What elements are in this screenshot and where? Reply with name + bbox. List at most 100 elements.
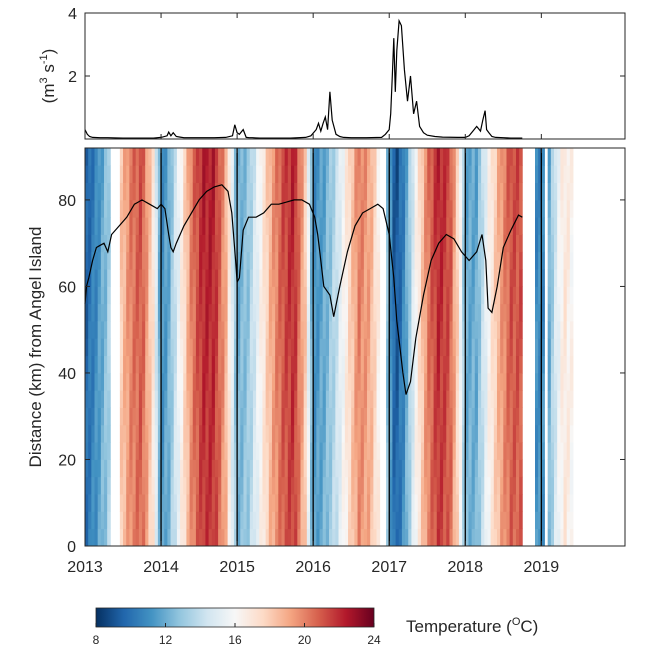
heatmap-cell: [142, 321, 146, 339]
heatmap-cell: [344, 476, 349, 495]
heatmap-cell: [294, 234, 298, 253]
heatmap-cell: [477, 269, 482, 287]
heatmap-cell: [192, 303, 197, 322]
heatmap-cell: [338, 407, 343, 426]
heatmap-cell: [455, 148, 460, 166]
heatmap-cell: [208, 286, 213, 305]
heatmap-cell: [205, 494, 209, 512]
heatmap-cell: [173, 303, 178, 322]
heatmap-cell: [85, 494, 89, 512]
heatmap-cell: [373, 217, 377, 235]
heatmap-cell: [496, 251, 501, 270]
heatmap-cell: [332, 217, 336, 235]
heatmap-cell: [218, 407, 222, 426]
heatmap-cell: [275, 286, 279, 305]
heatmap-cell: [439, 251, 444, 270]
heatmap-cell: [300, 251, 305, 270]
heatmap-cell: [183, 234, 187, 253]
heatmap-cell: [500, 355, 504, 374]
heatmap-cell: [230, 476, 235, 495]
heatmap-cell: [262, 338, 267, 357]
heatmap-cell: [477, 303, 482, 322]
heatmap-cell: [268, 407, 273, 426]
heatmap-cell: [389, 234, 393, 253]
heatmap-cell: [515, 182, 520, 201]
heatmap-cell: [569, 476, 574, 495]
heatmap-cell: [243, 338, 248, 357]
heatmap-cell: [233, 407, 238, 426]
heatmap-cell: [148, 424, 152, 443]
heatmap-cell: [515, 494, 520, 512]
heatmap-cell: [132, 390, 137, 408]
heatmap-cell: [218, 199, 222, 218]
heatmap-cell: [341, 407, 346, 426]
heatmap-cell: [173, 148, 178, 166]
heatmap-cell: [233, 442, 238, 460]
heatmap-cell: [515, 269, 520, 287]
heatmap-cell: [351, 165, 355, 183]
heatmap-cell: [487, 476, 492, 495]
heatmap-cell: [338, 424, 343, 443]
heatmap-cell: [173, 165, 178, 183]
heatmap-cell: [348, 338, 352, 357]
heatmap-cell: [487, 494, 492, 512]
heatmap-cell: [154, 217, 159, 235]
heatmap-cell: [503, 372, 507, 391]
heatmap-cell: [287, 424, 292, 443]
heatmap-cell: [481, 217, 485, 235]
heatmap-cell: [275, 442, 279, 460]
heatmap-cell: [547, 424, 552, 443]
heatmap-cell: [550, 476, 555, 495]
heatmap-cell: [490, 148, 495, 166]
heatmap-cell: [252, 390, 257, 408]
heatmap-cell: [465, 528, 469, 547]
heatmap-cell: [294, 511, 298, 530]
heatmap-cell: [338, 372, 343, 391]
heatmap-cell: [284, 476, 289, 495]
heatmap-cell: [284, 321, 289, 339]
heatmap-cell: [119, 442, 124, 460]
heatmap-cell: [205, 424, 209, 443]
heatmap-cell: [474, 511, 479, 530]
heatmap-cell: [411, 286, 415, 305]
heatmap-cell: [535, 234, 539, 253]
heatmap-cell: [535, 494, 539, 512]
heatmap-cell: [205, 442, 209, 460]
heatmap-cell: [287, 372, 292, 391]
heatmap-cell: [224, 372, 229, 391]
heatmap-cell: [262, 321, 267, 339]
heatmap-cell: [376, 199, 381, 218]
heatmap-cell: [240, 303, 244, 322]
heatmap-cell: [167, 442, 171, 460]
heatmap-cell: [313, 511, 317, 530]
heatmap-cell: [227, 459, 232, 478]
heatmap-cell: [303, 442, 308, 460]
heatmap-cell: [490, 442, 495, 460]
heatmap-cell: [436, 528, 441, 547]
heatmap-cell: [484, 234, 488, 253]
heatmap-cell: [243, 148, 248, 166]
heatmap-cell: [183, 494, 187, 512]
heatmap-cell: [319, 494, 324, 512]
heatmap-cell: [173, 442, 178, 460]
heatmap-cell: [348, 269, 352, 287]
discharge-y-axis-label: (m3 s-1): [38, 49, 58, 104]
heatmap-cell: [164, 407, 168, 426]
heatmap-cell: [300, 182, 305, 201]
heatmap-cell: [176, 303, 181, 322]
heatmap-y-axis-label: Distance (km) from Angel Island: [26, 227, 45, 468]
heatmap-cell: [468, 148, 473, 166]
heatmap-cell: [214, 494, 219, 512]
heatmap-cell: [151, 407, 156, 426]
heatmap-cell: [351, 494, 355, 512]
heatmap-cell: [405, 476, 409, 495]
heatmap-cell: [367, 459, 371, 478]
heatmap-cell: [386, 407, 390, 426]
heatmap-cell: [557, 372, 561, 391]
heatmap-cell: [195, 424, 200, 443]
heatmap-cell: [363, 459, 368, 478]
heatmap-cell: [145, 355, 149, 374]
heatmap-cell: [500, 303, 504, 322]
heatmap-cell: [303, 355, 308, 374]
heatmap-cell: [322, 459, 327, 478]
